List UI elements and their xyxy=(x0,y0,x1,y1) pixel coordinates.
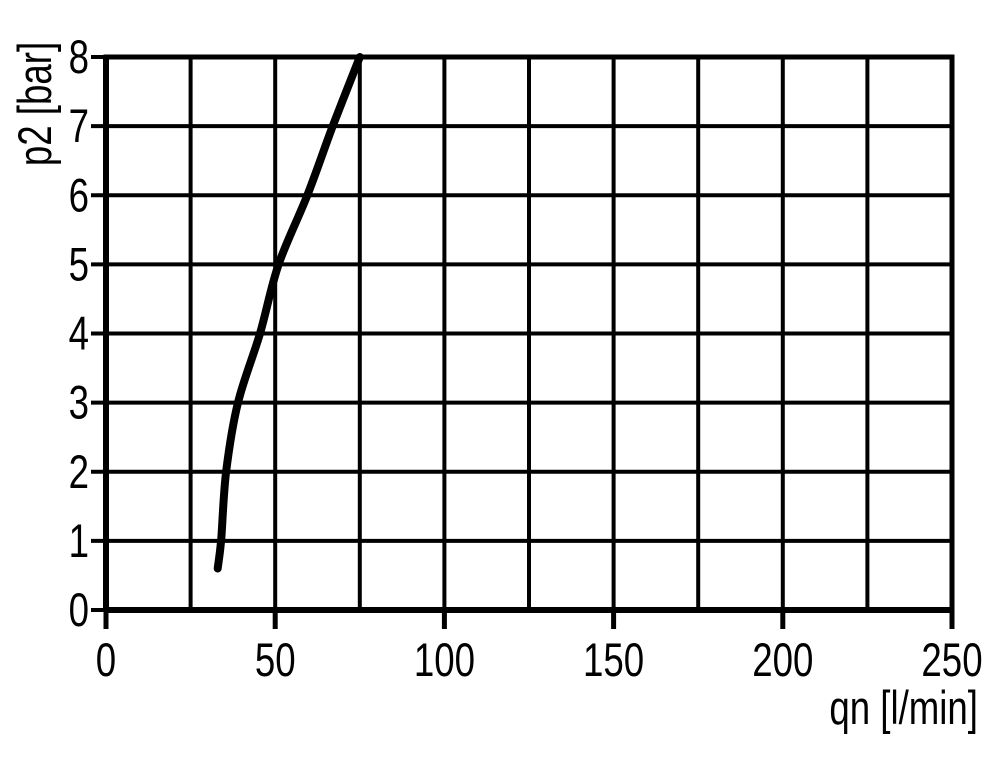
y-tick-label: 2 xyxy=(69,445,89,497)
x-tick-label: 50 xyxy=(255,634,296,686)
y-tick-label: 6 xyxy=(69,169,89,221)
y-tick-label: 5 xyxy=(69,238,89,290)
tick-label-layer: 0 1 2 3 4 5 6 7 8 0 50 100 150 200 250 xyxy=(69,31,983,686)
y-tick-label: 8 xyxy=(69,31,89,83)
x-tick-label: 0 xyxy=(96,634,116,686)
x-tick-label: 100 xyxy=(414,634,475,686)
y-tick-label: 0 xyxy=(69,584,89,636)
curve-layer xyxy=(213,53,364,573)
y-tick-label: 7 xyxy=(69,100,89,152)
y-tick-label: 1 xyxy=(69,515,89,567)
tick-layer xyxy=(91,55,955,629)
y-tick-label: 3 xyxy=(69,376,89,428)
x-tick-label: 200 xyxy=(752,634,813,686)
flow-curve xyxy=(213,53,364,573)
y-axis-title: p2 [bar] xyxy=(9,42,61,166)
x-axis-title: qn [l/min] xyxy=(829,682,978,734)
x-tick-label: 250 xyxy=(921,634,982,686)
y-tick-label: 4 xyxy=(69,307,89,359)
x-tick-label: 150 xyxy=(583,634,644,686)
